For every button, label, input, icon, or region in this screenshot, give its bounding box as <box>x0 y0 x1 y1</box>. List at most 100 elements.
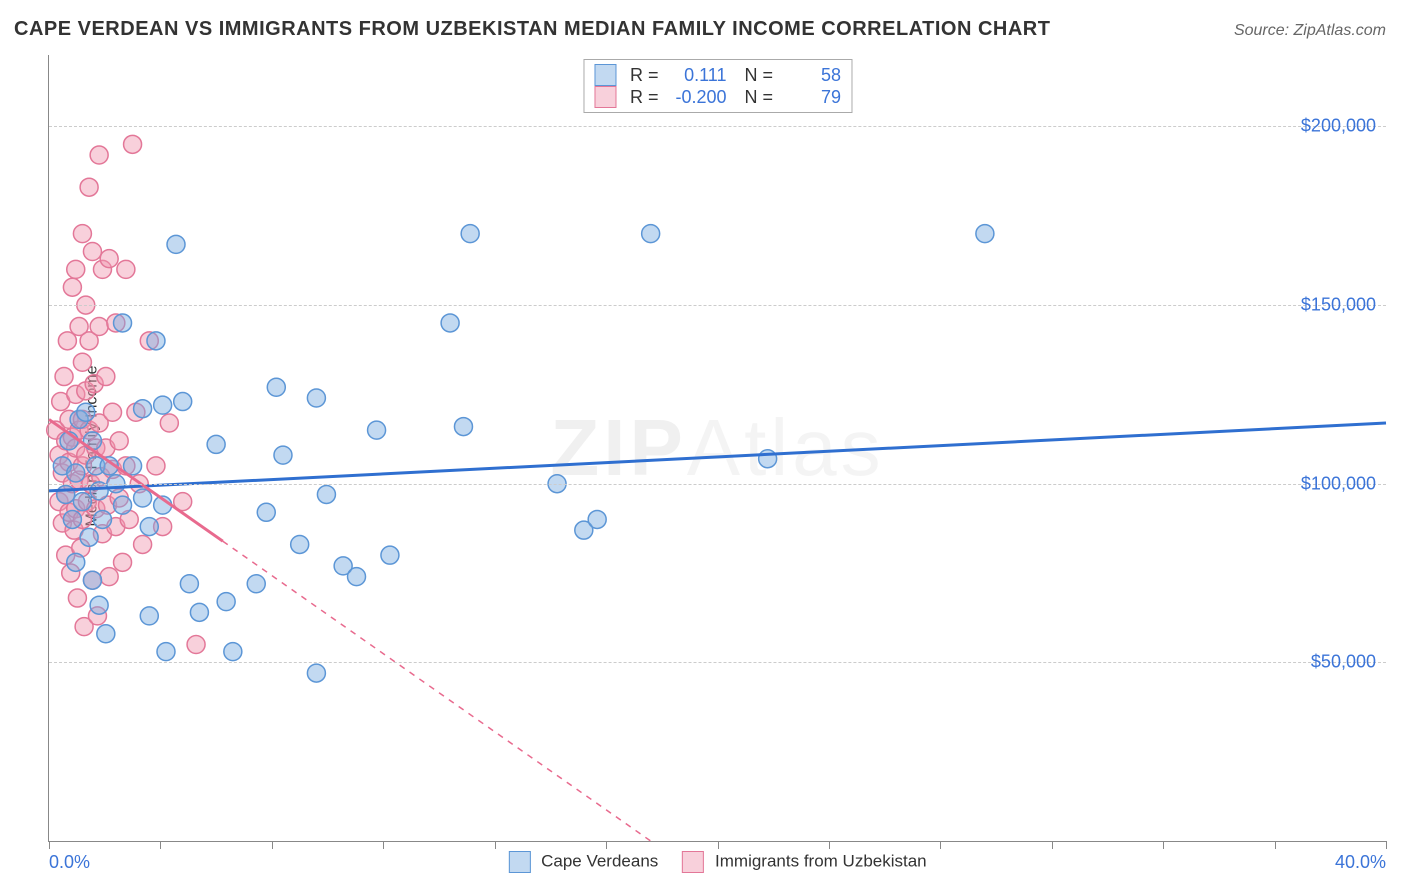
data-point <box>110 432 128 450</box>
data-point <box>114 496 132 514</box>
data-point <box>180 575 198 593</box>
chart-title: CAPE VERDEAN VS IMMIGRANTS FROM UZBEKIST… <box>14 18 1050 41</box>
data-point <box>97 625 115 643</box>
x-tick <box>383 841 384 849</box>
chart-container: CAPE VERDEAN VS IMMIGRANTS FROM UZBEKIST… <box>0 0 1406 892</box>
data-point <box>348 568 366 586</box>
data-point <box>68 589 86 607</box>
x-tick <box>940 841 941 849</box>
source-label: Source: ZipAtlas.com <box>1234 22 1386 40</box>
data-point <box>291 535 309 553</box>
data-point <box>317 485 335 503</box>
data-point <box>140 518 158 536</box>
data-point <box>147 457 165 475</box>
data-point <box>73 225 91 243</box>
data-point <box>80 178 98 196</box>
data-point <box>67 260 85 278</box>
y-tick-label: $150,000 <box>1301 295 1376 316</box>
data-point <box>73 493 91 511</box>
data-point <box>100 568 118 586</box>
data-point <box>588 510 606 528</box>
data-point <box>154 396 172 414</box>
data-point <box>90 318 108 336</box>
data-point <box>147 332 165 350</box>
x-tick <box>1052 841 1053 849</box>
data-point <box>134 535 152 553</box>
data-point <box>307 389 325 407</box>
data-point <box>63 510 81 528</box>
series-legend: Cape Verdeans Immigrants from Uzbekistan <box>508 851 926 873</box>
data-point <box>207 435 225 453</box>
gridline <box>49 126 1386 127</box>
data-point <box>73 353 91 371</box>
data-point <box>80 528 98 546</box>
x-axis-min-label: 0.0% <box>49 852 90 873</box>
data-point <box>114 553 132 571</box>
data-point <box>454 418 472 436</box>
x-tick <box>1275 841 1276 849</box>
legend-label-1: Cape Verdeans <box>541 851 658 870</box>
x-tick <box>495 841 496 849</box>
gridline <box>49 484 1386 485</box>
data-point <box>77 403 95 421</box>
x-tick <box>1163 841 1164 849</box>
y-tick-label: $100,000 <box>1301 473 1376 494</box>
data-point <box>976 225 994 243</box>
data-point <box>174 393 192 411</box>
data-point <box>167 235 185 253</box>
data-point <box>368 421 386 439</box>
data-point <box>267 378 285 396</box>
data-point <box>104 403 122 421</box>
swatch-series-1-bottom <box>508 851 530 873</box>
x-tick <box>829 841 830 849</box>
data-point <box>441 314 459 332</box>
x-tick <box>606 841 607 849</box>
data-point <box>187 636 205 654</box>
data-point <box>759 450 777 468</box>
data-point <box>134 400 152 418</box>
data-point <box>67 553 85 571</box>
data-point <box>63 278 81 296</box>
data-point <box>57 485 75 503</box>
data-point <box>100 250 118 268</box>
data-point <box>160 414 178 432</box>
data-point <box>190 603 208 621</box>
data-point <box>117 260 135 278</box>
data-point <box>217 593 235 611</box>
data-point <box>642 225 660 243</box>
data-point <box>134 489 152 507</box>
data-point <box>307 664 325 682</box>
data-point <box>83 243 101 261</box>
x-tick <box>160 841 161 849</box>
data-point <box>90 146 108 164</box>
legend-item-1: Cape Verdeans <box>508 851 658 873</box>
y-tick-label: $50,000 <box>1311 652 1376 673</box>
scatter-svg <box>49 55 1386 841</box>
data-point <box>90 596 108 614</box>
data-point <box>247 575 265 593</box>
data-point <box>274 446 292 464</box>
data-point <box>124 135 142 153</box>
swatch-series-2-bottom <box>682 851 704 873</box>
y-tick-label: $200,000 <box>1301 116 1376 137</box>
x-tick <box>49 841 50 849</box>
trendline-series-2-dashed <box>223 541 651 841</box>
trendline-series-1 <box>49 423 1386 491</box>
x-tick <box>1386 841 1387 849</box>
x-axis-max-label: 40.0% <box>1335 852 1386 873</box>
x-tick <box>272 841 273 849</box>
data-point <box>55 368 73 386</box>
legend-item-2: Immigrants from Uzbekistan <box>682 851 926 873</box>
data-point <box>461 225 479 243</box>
data-point <box>67 464 85 482</box>
legend-label-2: Immigrants from Uzbekistan <box>715 851 927 870</box>
data-point <box>224 643 242 661</box>
x-tick <box>718 841 719 849</box>
gridline <box>49 305 1386 306</box>
data-point <box>83 571 101 589</box>
plot-area: ZIPAtlas R = 0.111 N = 58 R = -0.200 N =… <box>48 55 1386 842</box>
data-point <box>114 314 132 332</box>
data-point <box>257 503 275 521</box>
data-point <box>381 546 399 564</box>
data-point <box>93 510 111 528</box>
